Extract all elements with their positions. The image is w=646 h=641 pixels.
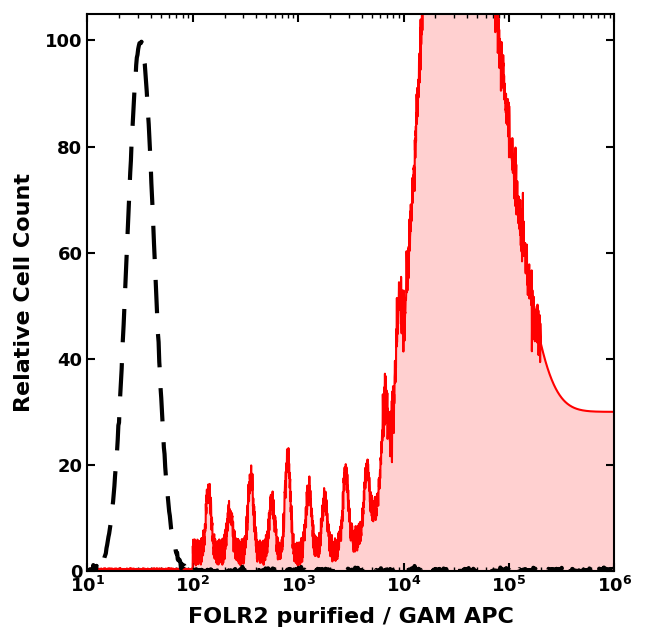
- Y-axis label: Relative Cell Count: Relative Cell Count: [14, 173, 34, 412]
- X-axis label: FOLR2 purified / GAM APC: FOLR2 purified / GAM APC: [188, 607, 514, 627]
